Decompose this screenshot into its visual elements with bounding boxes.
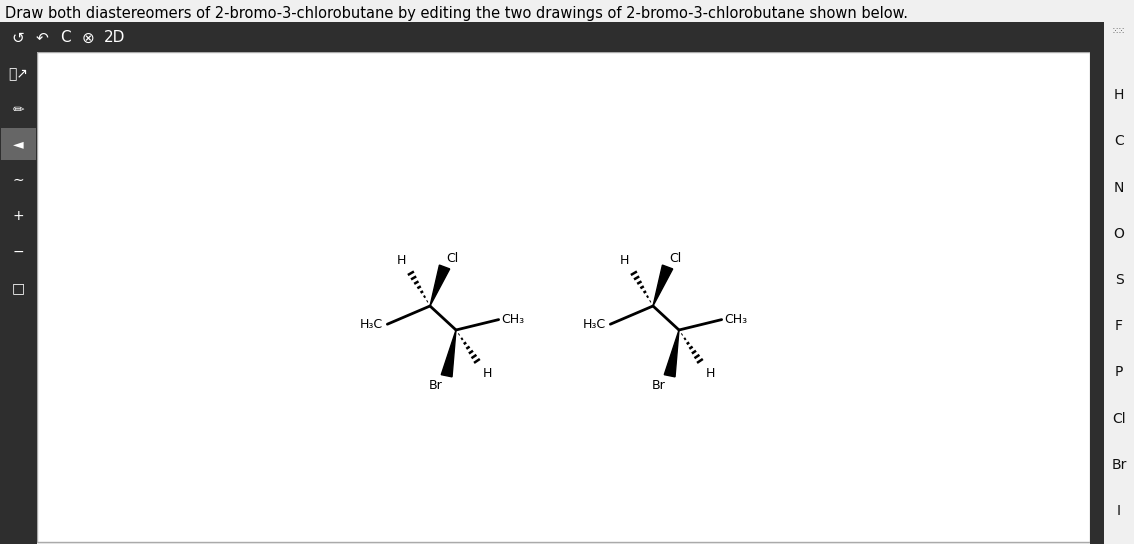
Text: Cl: Cl bbox=[669, 252, 682, 265]
Text: C: C bbox=[1114, 134, 1124, 149]
Polygon shape bbox=[441, 330, 456, 377]
Text: H: H bbox=[483, 367, 492, 380]
Bar bbox=[0, 22, 1105, 52]
Text: H₃C: H₃C bbox=[583, 318, 607, 331]
Text: CH₃: CH₃ bbox=[725, 313, 747, 326]
Text: □: □ bbox=[12, 281, 25, 295]
Text: +: + bbox=[12, 209, 24, 223]
Text: P: P bbox=[1115, 366, 1123, 379]
Text: Br: Br bbox=[429, 379, 442, 392]
Bar bbox=[1105, 0, 1134, 544]
Text: I: I bbox=[1117, 504, 1122, 518]
Text: 2D: 2D bbox=[104, 30, 126, 46]
Text: ⊗: ⊗ bbox=[82, 30, 94, 46]
Bar bbox=[1090, 22, 1105, 544]
Polygon shape bbox=[430, 265, 450, 306]
Text: ✏: ✏ bbox=[12, 103, 24, 117]
Text: H: H bbox=[706, 367, 716, 380]
Text: H: H bbox=[620, 254, 629, 267]
Polygon shape bbox=[653, 265, 672, 306]
Text: ⬜↗: ⬜↗ bbox=[8, 67, 28, 81]
Bar bbox=[0, 52, 37, 544]
Text: −: − bbox=[12, 245, 24, 259]
Text: Br: Br bbox=[1111, 458, 1127, 472]
Text: C: C bbox=[60, 30, 70, 46]
Text: Draw both diastereomers of 2-bromo-3-chlorobutane by editing the two drawings of: Draw both diastereomers of 2-bromo-3-chl… bbox=[5, 6, 908, 21]
Text: ∼: ∼ bbox=[12, 173, 24, 187]
Text: H: H bbox=[1114, 88, 1124, 102]
Text: F: F bbox=[1115, 319, 1123, 333]
Text: S: S bbox=[1115, 273, 1124, 287]
Text: H: H bbox=[397, 254, 406, 267]
Text: CH₃: CH₃ bbox=[501, 313, 525, 326]
Text: ⁙⁙: ⁙⁙ bbox=[1112, 28, 1126, 36]
Text: ◄: ◄ bbox=[14, 137, 24, 151]
Text: Cl: Cl bbox=[1112, 411, 1126, 425]
Text: ↺: ↺ bbox=[11, 30, 24, 46]
Bar bbox=[1, 128, 36, 160]
Polygon shape bbox=[665, 330, 679, 377]
Text: Br: Br bbox=[652, 379, 666, 392]
Text: N: N bbox=[1114, 181, 1124, 195]
Text: Cl: Cl bbox=[447, 252, 459, 265]
Text: H₃C: H₃C bbox=[361, 318, 383, 331]
Text: O: O bbox=[1114, 227, 1125, 240]
Text: ↶: ↶ bbox=[35, 30, 49, 46]
